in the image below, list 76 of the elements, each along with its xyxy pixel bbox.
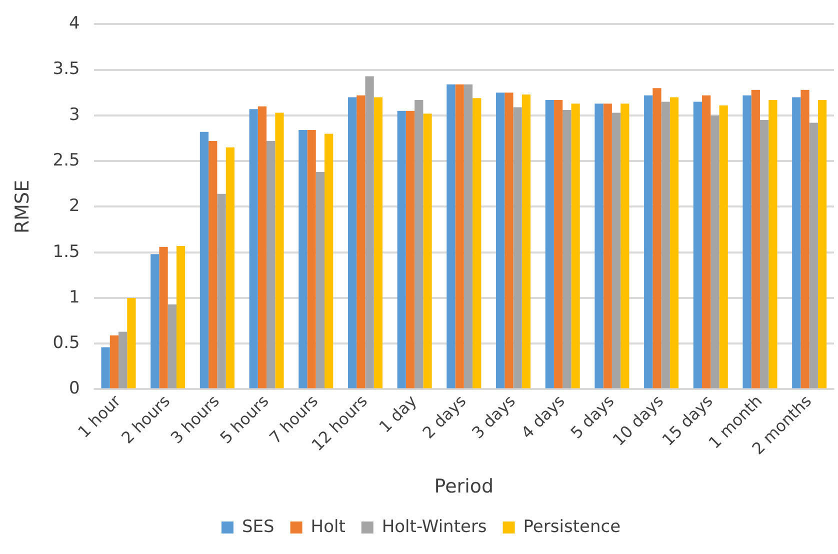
bar bbox=[702, 95, 711, 388]
legend-label: Holt bbox=[310, 516, 346, 537]
bar bbox=[208, 141, 218, 388]
bar bbox=[217, 194, 226, 388]
bar bbox=[644, 95, 653, 388]
y-tick-label: 1 bbox=[69, 287, 80, 308]
bar bbox=[348, 97, 357, 388]
x-tick-label: 1 day bbox=[375, 391, 420, 436]
bar bbox=[356, 95, 366, 388]
bar bbox=[719, 105, 728, 388]
bar bbox=[809, 122, 818, 388]
y-tick-label: 3 bbox=[69, 104, 80, 125]
bar bbox=[258, 106, 267, 388]
bar bbox=[751, 90, 760, 388]
bar bbox=[423, 114, 432, 388]
y-tick-label: 1.5 bbox=[52, 242, 80, 262]
bar bbox=[316, 172, 325, 388]
y-axis-title: RMSE bbox=[11, 180, 34, 234]
bar bbox=[522, 94, 531, 388]
bar bbox=[127, 298, 136, 388]
bar bbox=[118, 332, 128, 388]
bar bbox=[200, 132, 209, 388]
bar bbox=[760, 120, 769, 388]
bar bbox=[307, 130, 316, 388]
bar bbox=[176, 246, 186, 388]
bar bbox=[266, 141, 276, 388]
bar bbox=[455, 84, 464, 388]
bar bbox=[324, 134, 334, 388]
legend-label: SES bbox=[242, 516, 274, 537]
y-tick-label: 2.5 bbox=[52, 150, 80, 170]
bar bbox=[365, 76, 374, 388]
y-tick-label: 2 bbox=[69, 196, 80, 216]
bar bbox=[594, 104, 604, 388]
bar bbox=[661, 102, 670, 388]
bar bbox=[275, 112, 284, 388]
bar bbox=[496, 92, 505, 388]
bar bbox=[472, 98, 482, 388]
y-tick-label: 0.5 bbox=[52, 333, 80, 354]
bar bbox=[374, 97, 382, 388]
bar bbox=[670, 97, 679, 388]
bar bbox=[150, 254, 160, 388]
bar bbox=[504, 92, 514, 388]
x-axis-title: Period bbox=[434, 476, 494, 498]
bar bbox=[298, 130, 308, 388]
bar bbox=[249, 109, 258, 388]
bar bbox=[159, 246, 168, 388]
bar bbox=[226, 147, 234, 388]
y-tick-label: 4 bbox=[69, 14, 80, 34]
y-tick-label: 3.5 bbox=[52, 59, 80, 80]
legend-label: Persistence bbox=[523, 516, 621, 537]
bar bbox=[710, 115, 720, 388]
bar bbox=[545, 100, 554, 388]
y-tick-label: 0 bbox=[69, 378, 80, 399]
bar bbox=[800, 90, 810, 388]
bar bbox=[414, 100, 424, 388]
bar bbox=[101, 347, 110, 388]
bar bbox=[446, 84, 456, 388]
bar bbox=[620, 104, 630, 388]
bar bbox=[612, 112, 621, 388]
bar bbox=[571, 104, 580, 388]
bar bbox=[513, 107, 522, 388]
bar bbox=[768, 100, 778, 388]
bar bbox=[464, 84, 473, 388]
bar bbox=[603, 104, 612, 388]
bar bbox=[693, 102, 702, 388]
bar bbox=[818, 100, 827, 388]
legend-label: Holt-Winters bbox=[382, 516, 487, 537]
bar bbox=[742, 95, 752, 388]
bar bbox=[397, 110, 406, 388]
bar bbox=[110, 335, 119, 388]
bar bbox=[792, 97, 801, 388]
bar bbox=[562, 110, 572, 388]
bar bbox=[652, 88, 662, 388]
bar bbox=[168, 304, 176, 388]
bar bbox=[406, 110, 415, 388]
bar bbox=[554, 100, 563, 388]
